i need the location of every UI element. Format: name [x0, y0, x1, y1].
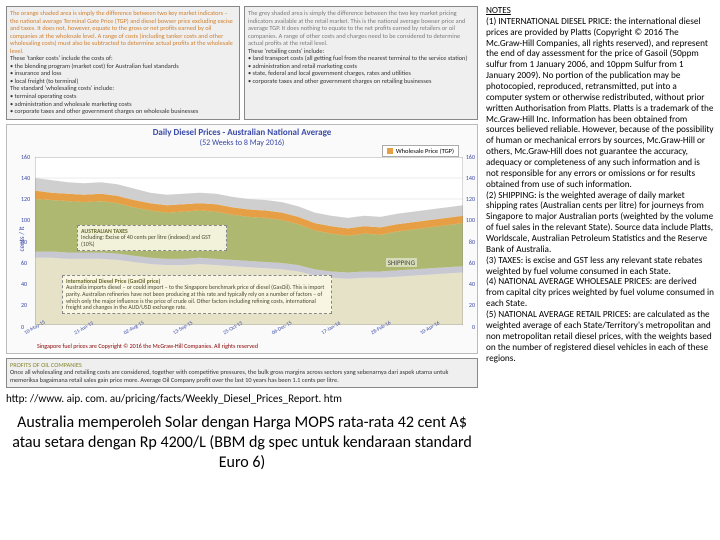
- ytick: 120: [21, 195, 30, 203]
- grey-box-body: These 'retailing costs' include: • land …: [248, 48, 474, 86]
- ytick: 80: [21, 238, 27, 246]
- grey-box-lead: The grey shaded area is simply the diffe…: [248, 9, 465, 47]
- orange-box: The orange shaded area is simply the dif…: [6, 6, 240, 120]
- ytick: 140: [21, 174, 30, 182]
- callout-intl: International Diesel Price (GasOil price…: [62, 275, 332, 314]
- profits-box: PROFITS OF OIL COMPANIES Once all wholes…: [6, 358, 478, 389]
- callout-taxes: AUSTRALIAN TAXES Including: Excise of 40…: [77, 225, 227, 251]
- legend-label: Wholesale Price (TGP): [396, 147, 454, 155]
- source-url: http: //www. aip. com. au/pricing/facts/…: [6, 392, 478, 405]
- chart-legend: Wholesale Price (TGP): [382, 145, 459, 157]
- notes-column: NOTES (1) INTERNATIONAL DIESEL PRICE: th…: [486, 6, 714, 364]
- ytick-right: 80: [469, 238, 475, 246]
- notes-body: (1) INTERNATIONAL DIESEL PRICE: the inte…: [486, 17, 714, 365]
- ytick: 20: [21, 301, 27, 309]
- chart-container: Daily Diesel Prices - Australian Nationa…: [6, 124, 478, 354]
- callout-intl-body: Australia imports diesel – or could impo…: [66, 284, 328, 311]
- ytick-right: 120: [466, 195, 475, 203]
- ytick: 60: [21, 259, 27, 267]
- top-description-boxes: The orange shaded area is simply the dif…: [6, 6, 478, 120]
- ytick-right: 40: [469, 280, 475, 288]
- ytick-right: 60: [469, 259, 475, 267]
- ytick: 160: [21, 153, 30, 161]
- ytick-right: 0: [472, 323, 475, 331]
- chart-copyright: Singapore fuel prices are Copyright © 20…: [37, 342, 258, 350]
- headline-text: Australia memperoleh Solar dengan Harga …: [6, 413, 478, 473]
- ytick-right: 160: [466, 153, 475, 161]
- ytick-right: 140: [466, 174, 475, 182]
- chart-title: Daily Diesel Prices - Australian Nationa…: [7, 125, 477, 138]
- ytick-right: 100: [466, 216, 475, 224]
- callout-taxes-body: Including: Excise of 40 cents per litre …: [81, 234, 223, 247]
- ytick-right: 20: [469, 301, 475, 309]
- orange-box-lead: The orange shaded area is simply the dif…: [10, 9, 233, 55]
- profits-body: Once all wholesaling and retailing costs…: [10, 369, 474, 384]
- ytick: 100: [21, 216, 30, 224]
- shipping-label: SHIPPING: [386, 258, 417, 267]
- ytick: 40: [21, 280, 27, 288]
- orange-box-body: These 'tanker costs' include the costs o…: [10, 55, 236, 115]
- grey-box: The grey shaded area is simply the diffe…: [244, 6, 478, 120]
- legend-swatch-icon: [387, 148, 393, 154]
